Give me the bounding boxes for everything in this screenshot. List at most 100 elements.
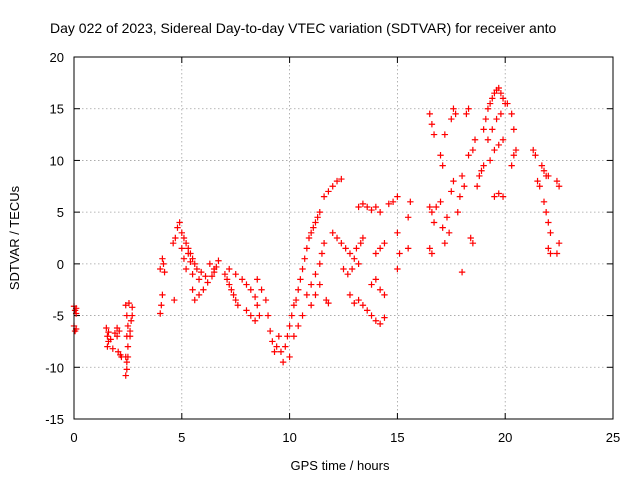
data-point-marker — [195, 276, 203, 283]
data-point-marker — [200, 286, 207, 293]
data-point-marker — [465, 152, 472, 159]
data-point-marker — [359, 302, 367, 309]
data-point-marker — [208, 273, 216, 280]
data-point-marker — [344, 271, 352, 278]
data-point-marker — [508, 162, 515, 169]
data-point-marker — [484, 136, 492, 143]
data-point-marker — [161, 268, 168, 276]
data-point-marker — [458, 268, 466, 276]
data-point-marker — [230, 291, 237, 299]
data-point-marker — [312, 271, 319, 278]
data-point-marker — [426, 110, 433, 118]
data-point-marker — [439, 162, 446, 169]
data-point-marker — [310, 224, 317, 231]
data-point-marker — [325, 188, 332, 195]
data-point-marker — [299, 265, 306, 273]
data-point-marker — [273, 343, 280, 350]
data-point-marker — [368, 206, 375, 214]
data-point-marker — [437, 152, 444, 159]
data-point-marker — [182, 265, 190, 273]
data-point-marker — [193, 265, 201, 273]
data-point-marker — [127, 317, 135, 324]
data-point-marker — [191, 260, 198, 268]
data-point-marker — [540, 167, 548, 174]
data-point-marker — [333, 234, 341, 242]
data-point-marker — [303, 291, 311, 299]
x-tick-label: 15 — [390, 430, 404, 445]
data-point-marker — [290, 333, 298, 340]
data-point-marker — [381, 291, 388, 299]
data-point-marker — [254, 276, 261, 283]
data-point-marker — [215, 257, 222, 264]
data-point-marker — [532, 152, 539, 159]
data-point-marker — [530, 146, 537, 154]
y-tick-label: 10 — [50, 153, 64, 168]
x-tick-label: 25 — [606, 430, 620, 445]
data-point-marker — [364, 307, 371, 314]
data-point-marker — [538, 162, 546, 169]
data-point-marker — [295, 322, 302, 330]
data-point-marker — [355, 203, 362, 211]
data-point-marker — [445, 229, 453, 237]
x-tick-label: 5 — [178, 430, 185, 445]
data-point-marker — [351, 299, 358, 307]
data-point-marker — [484, 105, 492, 112]
data-point-marker — [372, 276, 380, 283]
data-point-marker — [333, 177, 341, 185]
data-point-marker — [251, 293, 259, 301]
data-point-marker — [495, 141, 502, 149]
data-point-marker — [232, 271, 239, 278]
data-point-marker — [107, 336, 114, 343]
data-point-marker — [458, 172, 466, 180]
data-point-marker — [221, 271, 229, 278]
data-point-marker — [357, 239, 364, 247]
data-point-marker — [124, 343, 132, 350]
data-point-marker — [316, 281, 323, 288]
data-point-marker — [299, 312, 306, 319]
data-point-marker — [180, 234, 188, 242]
data-point-marker — [394, 193, 401, 200]
x-tick-label: 20 — [498, 430, 512, 445]
data-point-marker — [467, 234, 474, 242]
data-point-marker — [320, 193, 328, 200]
y-tick-label: -5 — [52, 309, 64, 324]
data-point-marker — [355, 260, 362, 268]
data-point-marker — [316, 208, 323, 216]
y-tick-label: 20 — [50, 50, 64, 65]
data-point-marker — [198, 268, 205, 276]
data-point-marker — [318, 250, 326, 257]
data-point-marker — [254, 302, 261, 309]
data-point-marker — [404, 245, 412, 252]
data-point-marker — [482, 115, 489, 123]
data-point-marker — [471, 136, 479, 143]
data-point-marker — [478, 167, 485, 174]
data-points — [70, 84, 563, 379]
data-point-marker — [381, 239, 388, 247]
data-point-marker — [338, 239, 345, 247]
data-point-marker — [271, 348, 278, 355]
data-point-marker — [547, 250, 554, 257]
data-point-marker — [279, 358, 287, 366]
data-point-marker — [185, 250, 192, 257]
data-point-marker — [251, 317, 259, 324]
data-point-marker — [394, 265, 401, 273]
y-tick-label: 15 — [50, 102, 64, 117]
data-point-marker — [480, 162, 487, 169]
data-point-marker — [545, 245, 552, 252]
data-point-marker — [191, 296, 198, 304]
data-point-marker — [540, 198, 548, 205]
data-point-marker — [510, 152, 518, 159]
data-point-marker — [426, 203, 433, 211]
data-point-marker — [104, 343, 111, 350]
data-point-marker — [314, 214, 321, 221]
data-point-marker — [497, 110, 505, 118]
data-point-marker — [433, 203, 440, 211]
data-point-marker — [247, 286, 254, 293]
data-point-marker — [247, 312, 254, 319]
data-point-marker — [295, 286, 302, 293]
data-point-marker — [389, 198, 397, 205]
data-point-marker — [301, 255, 308, 262]
data-point-marker — [454, 208, 461, 216]
data-point-marker — [489, 95, 496, 102]
data-point-marker — [553, 177, 561, 185]
